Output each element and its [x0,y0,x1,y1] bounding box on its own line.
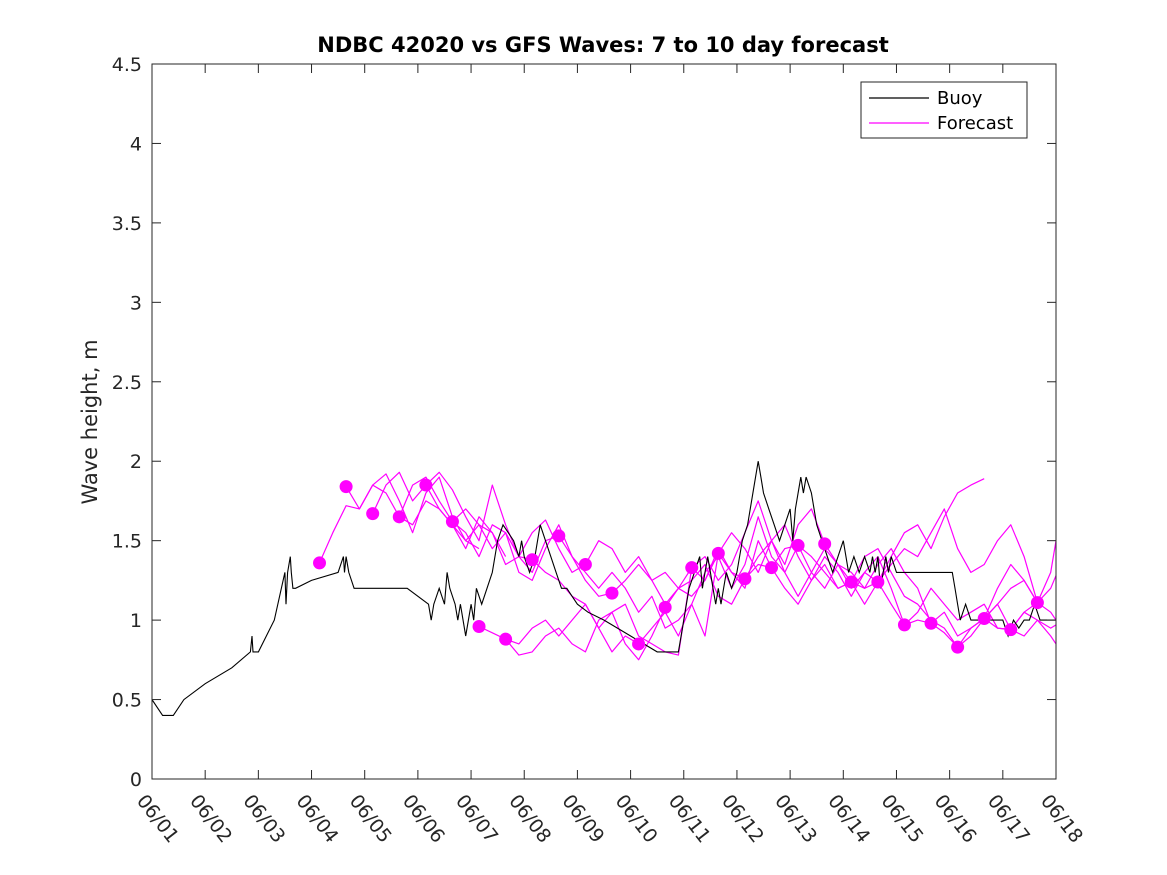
forecast-trace-24 [930,540,1056,637]
forecast-trace-22 [877,508,1038,603]
forecast-trace-11 [584,540,746,605]
forecast-marker-23 [897,618,911,632]
legend: Buoy Forecast [860,81,1028,139]
forecast-marker-13 [632,637,646,651]
forecast-marker-25 [951,640,965,654]
y-tick-label: 1 [130,610,142,632]
forecast-marker-15 [685,561,699,575]
y-tick-label: 3.5 [112,213,142,235]
forecast-marker-12 [605,586,619,600]
forecast-marker-20 [818,537,832,551]
legend-label-2: Forecast [937,113,1013,134]
forecast-marker-11 [578,558,592,571]
buoy-line [152,461,1056,716]
forecast-marker-3 [366,507,380,521]
forecast-marker-7 [472,619,486,633]
y-axis-label: Wave height, m [78,339,102,504]
forecast-marker-1 [313,556,327,570]
forecast-marker-24 [924,616,938,630]
forecast-marker-19 [791,538,805,552]
forecast-marker-10 [552,529,566,543]
forecast-marker-5 [419,478,433,492]
forecast-marker-2 [339,480,353,494]
y-tick-label: 0.5 [112,690,142,712]
forecast-marker-6 [445,515,459,529]
y-tick-label: 2 [130,451,142,473]
forecast-marker-18 [765,561,779,575]
axes-box [151,63,1057,780]
y-tick-label: 3 [130,292,142,314]
y-tick-label: 4.5 [112,54,142,76]
forecast-marker-21 [844,575,858,589]
plot-area [152,461,1056,716]
forecast-marker-9 [525,553,539,567]
forecast-marker-14 [658,600,672,614]
forecast-trace-5 [425,471,586,574]
forecast-marker-26 [977,612,991,626]
y-tick-label: 1.5 [112,531,142,553]
forecast-trace-12 [611,540,773,605]
chart-title: NDBC 42020 vs GFS Waves: 7 to 10 day for… [317,33,888,57]
legend-box [860,81,1028,139]
forecast-trace-26 [983,575,1056,619]
forecast-marker-16 [711,546,725,560]
forecast-marker-28 [1030,596,1044,610]
y-tick-label: 0 [130,769,142,791]
y-tick-label: 2.5 [112,372,142,394]
forecast-marker-8 [499,632,513,646]
forecast-trace-8 [505,607,666,661]
forecast-trace-6 [452,521,613,597]
forecast-trace-4 [398,476,560,574]
y-tick-label: 4 [130,133,142,155]
forecast-marker-27 [1004,623,1018,637]
forecast-marker-17 [738,572,752,586]
forecast-marker-4 [392,510,406,524]
legend-label-1: Buoy [937,88,983,109]
forecast-marker-22 [871,575,885,589]
